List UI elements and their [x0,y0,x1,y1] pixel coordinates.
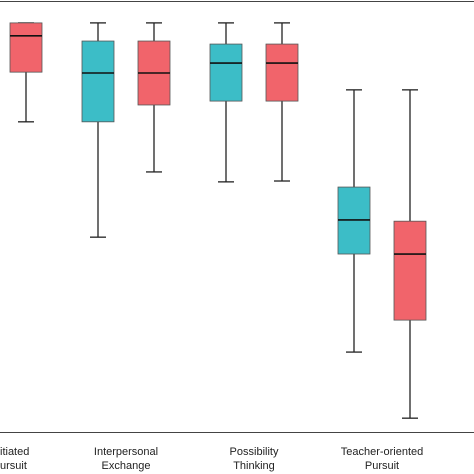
box [209,43,243,102]
x-tick-label: Pursuit [365,460,399,472]
box [81,40,115,123]
x-tick-label: Exchange [102,460,151,472]
x-tick-label: itiated [0,446,29,458]
x-tick-label: Possibility [230,446,279,458]
box [393,220,427,321]
x-tick-label: Thinking [233,460,275,472]
box [9,22,43,73]
x-tick-label: ursuit [0,460,27,472]
box [265,43,299,102]
x-tick-label: Teacher-oriented [341,446,424,458]
x-tick-label: Interpersonal [94,446,158,458]
